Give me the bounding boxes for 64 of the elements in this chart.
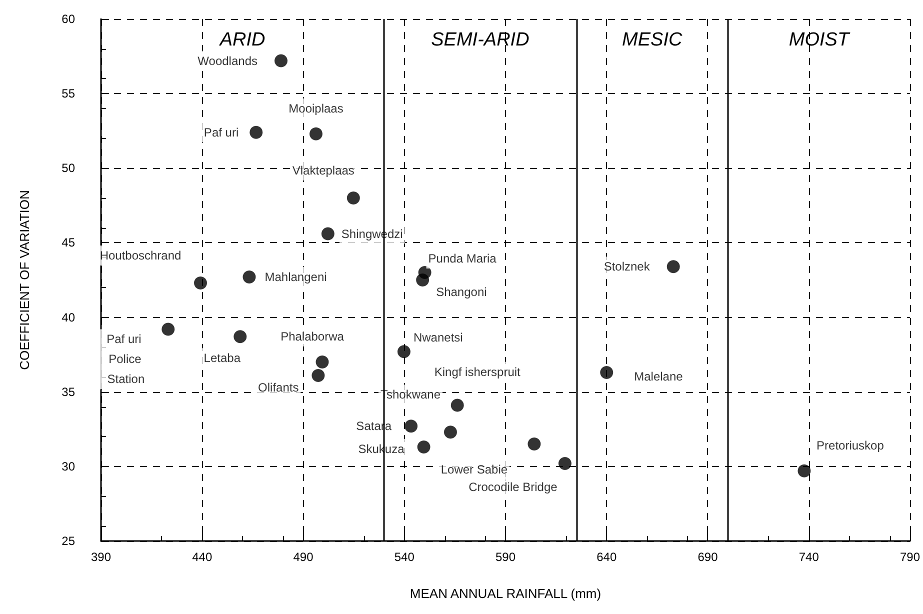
point xyxy=(450,398,464,412)
point xyxy=(417,440,430,454)
data-label: Shangoni xyxy=(436,285,487,299)
point xyxy=(162,322,175,336)
point xyxy=(321,227,334,240)
x-tick-label: 690 xyxy=(698,550,718,564)
x-axis-title: MEAN ANNUAL RAINFALL (mm) xyxy=(410,586,602,601)
point xyxy=(310,127,322,140)
point xyxy=(558,456,572,470)
annotation: SEMI-ARID xyxy=(431,29,530,50)
data-label: Mahlangeni xyxy=(264,270,327,284)
annotation: ARID xyxy=(218,29,266,50)
y-tick-label: 30 xyxy=(62,459,76,474)
x-tick-label: 440 xyxy=(192,550,212,564)
data-label: Olifants xyxy=(258,380,299,394)
point xyxy=(397,345,410,358)
y-tick-label: 60 xyxy=(62,12,76,26)
x-tick-label: 640 xyxy=(596,550,617,564)
data-label: Stolznek xyxy=(604,260,651,274)
x-tick-label: 740 xyxy=(798,550,820,564)
point xyxy=(798,464,811,478)
y-tick-label: 40 xyxy=(62,310,76,324)
point xyxy=(274,54,288,68)
annotation: MOIST xyxy=(788,29,850,50)
x-tick-label: 790 xyxy=(900,550,920,564)
y-tick-label: 50 xyxy=(62,161,76,176)
y-tick-label: 55 xyxy=(62,86,76,101)
point xyxy=(194,276,208,290)
y-axis-title: COEFFICIENT OF VARIATION xyxy=(17,190,32,370)
data-label: Houtboschrand xyxy=(100,248,182,262)
data-label: Pretoriuskop xyxy=(816,438,884,452)
y-tick-label: 45 xyxy=(62,236,76,250)
data-label: Letaba xyxy=(204,351,241,366)
annotation: MESIC xyxy=(622,29,682,50)
data-label: Nwanetsi xyxy=(413,330,463,345)
point xyxy=(600,366,614,379)
point xyxy=(312,368,325,382)
data-label: Punda Maria xyxy=(428,252,497,266)
data-label: Paf uri Police Station xyxy=(106,332,145,386)
y-tick-label: 25 xyxy=(62,534,76,548)
data-label: Phalaborwa xyxy=(280,330,344,344)
data-label: Paf uri xyxy=(204,125,239,140)
point xyxy=(416,274,430,286)
data-label: Mooiplaas xyxy=(288,101,344,116)
data-label: Woodlands xyxy=(198,54,258,68)
data-label: Vlakteplaas xyxy=(292,163,354,178)
point xyxy=(666,260,680,274)
point xyxy=(404,420,418,433)
point xyxy=(528,438,541,451)
x-tick-label: 390 xyxy=(90,550,112,564)
point xyxy=(242,270,256,284)
point xyxy=(346,191,360,204)
point xyxy=(444,426,457,439)
point xyxy=(250,126,263,139)
point xyxy=(234,330,247,344)
point xyxy=(316,356,329,369)
data-label: Kingf isherspruit xyxy=(434,364,522,379)
x-tick-label: 590 xyxy=(495,550,516,564)
data-label: Crocodile Bridge xyxy=(468,480,558,494)
y-tick-label: 35 xyxy=(62,384,76,399)
x-tick-label: 540 xyxy=(394,550,415,564)
x-tick-label: 490 xyxy=(293,550,314,564)
data-label: Malelane xyxy=(634,369,684,384)
data-label: Lower Sabie xyxy=(440,462,508,477)
